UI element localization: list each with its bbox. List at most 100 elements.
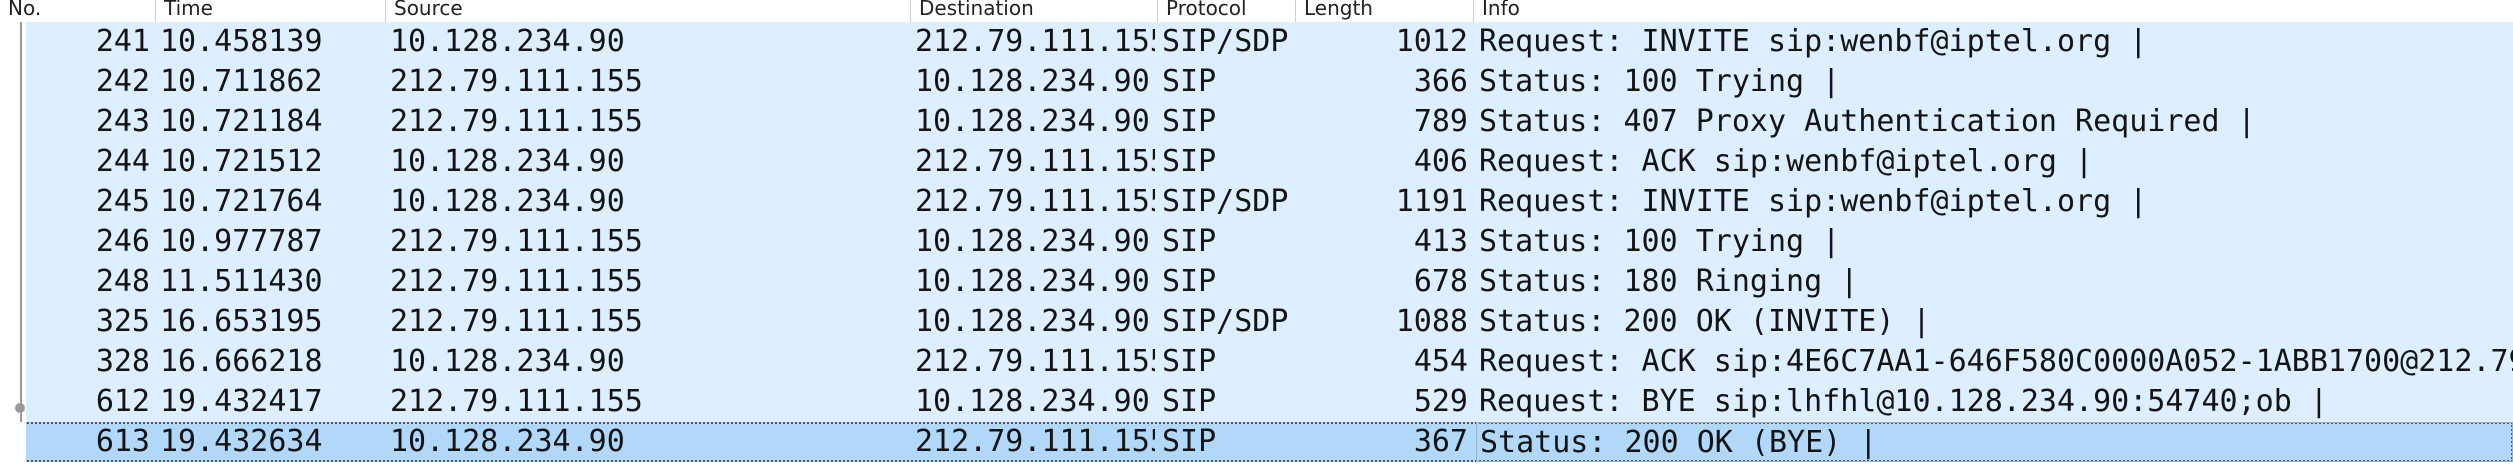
packet-time: 10.458139 (160, 24, 323, 59)
packet-source: 10.128.234.90 (390, 424, 625, 459)
packet-length: 1088 (1395, 304, 1468, 339)
packet-protocol: SIP (1162, 144, 1217, 179)
packet-protocol: SIP (1162, 424, 1217, 459)
packet-row[interactable]: 244 10.721512 10.128.234.90 212.79.111.1… (0, 142, 2513, 182)
packet-number: 248 (95, 264, 150, 299)
packet-destination: 212.79.111.155 (915, 344, 1155, 379)
packet-time: 16.653195 (160, 304, 323, 339)
packet-number: 613 (95, 424, 150, 459)
packet-number: 243 (95, 104, 150, 139)
packet-row[interactable]: 241 10.458139 10.128.234.90 212.79.111.1… (0, 22, 2513, 62)
packet-protocol: SIP/SDP (1162, 304, 1289, 339)
packet-source: 212.79.111.155 (390, 264, 643, 299)
packet-time: 10.977787 (160, 224, 323, 259)
column-header-source[interactable]: Source (385, 0, 910, 22)
column-header-time[interactable]: Time (155, 0, 385, 22)
packet-info: Status: 100 Trying | (1479, 64, 1841, 99)
packet-destination: 10.128.234.90 (915, 64, 1150, 99)
packet-info: Request: ACK sip:wenbf@iptel.org | (1479, 144, 2094, 179)
packet-number: 612 (95, 384, 150, 419)
packet-destination: 212.79.111.155 (915, 144, 1155, 179)
packet-number: 241 (95, 24, 150, 59)
packet-time: 16.666218 (160, 344, 323, 379)
related-packet-marker-icon (15, 403, 25, 413)
packet-length: 406 (1413, 144, 1468, 179)
packet-info: Status: 200 OK (BYE) | (1476, 422, 2513, 462)
packet-source: 212.79.111.155 (390, 64, 643, 99)
packet-time: 10.711862 (160, 64, 323, 99)
packet-row[interactable]: 246 10.977787 212.79.111.155 10.128.234.… (0, 222, 2513, 262)
packet-row-selected[interactable]: 613 19.432634 10.128.234.90 212.79.111.1… (0, 422, 2513, 462)
packet-number: 328 (95, 344, 150, 379)
packet-protocol: SIP (1162, 64, 1217, 99)
packet-list-header: No. Time Source Destination Protocol Len… (0, 0, 2513, 23)
packet-protocol: SIP (1162, 344, 1217, 379)
packet-length: 1012 (1395, 24, 1468, 59)
packet-time: 19.432634 (160, 424, 323, 459)
packet-row[interactable]: 245 10.721764 10.128.234.90 212.79.111.1… (0, 182, 2513, 222)
packet-length: 678 (1413, 264, 1468, 299)
packet-destination: 10.128.234.90 (915, 104, 1150, 139)
packet-info: Request: ACK sip:4E6C7AA1-646F580C0000A0… (1479, 344, 2513, 379)
packet-length: 413 (1413, 224, 1468, 259)
packet-row[interactable]: 242 10.711862 212.79.111.155 10.128.234.… (0, 62, 2513, 102)
packet-destination: 212.79.111.155 (915, 24, 1155, 59)
packet-info: Request: INVITE sip:wenbf@iptel.org | (1479, 184, 2148, 219)
conversation-line-icon (20, 22, 22, 422)
packet-protocol: SIP/SDP (1162, 24, 1289, 59)
packet-number: 245 (95, 184, 150, 219)
packet-length: 367 (1413, 424, 1468, 459)
packet-protocol: SIP (1162, 384, 1217, 419)
packet-destination: 10.128.234.90 (915, 264, 1150, 299)
column-header-destination[interactable]: Destination (910, 0, 1157, 22)
packet-length: 1191 (1395, 184, 1468, 219)
packet-info: Status: 180 Ringing | (1479, 264, 1859, 299)
packet-number: 244 (95, 144, 150, 179)
packet-length: 454 (1413, 344, 1468, 379)
packet-list: 241 10.458139 10.128.234.90 212.79.111.1… (0, 22, 2513, 462)
packet-destination: 10.128.234.90 (915, 384, 1150, 419)
packet-time: 19.432417 (160, 384, 323, 419)
packet-destination: 10.128.234.90 (915, 304, 1150, 339)
packet-row[interactable]: 248 11.511430 212.79.111.155 10.128.234.… (0, 262, 2513, 302)
packet-destination: 212.79.111.155 (915, 424, 1155, 459)
packet-length: 529 (1413, 384, 1468, 419)
packet-destination: 212.79.111.155 (915, 184, 1155, 219)
packet-time: 10.721764 (160, 184, 323, 219)
packet-source: 212.79.111.155 (390, 104, 643, 139)
packet-length: 789 (1413, 104, 1468, 139)
packet-source: 212.79.111.155 (390, 304, 643, 339)
packet-length: 366 (1413, 64, 1468, 99)
packet-row[interactable]: 328 16.666218 10.128.234.90 212.79.111.1… (0, 342, 2513, 382)
packet-number: 325 (95, 304, 150, 339)
column-header-protocol[interactable]: Protocol (1157, 0, 1295, 22)
packet-protocol: SIP (1162, 224, 1217, 259)
packet-protocol: SIP/SDP (1162, 184, 1289, 219)
packet-row[interactable]: 243 10.721184 212.79.111.155 10.128.234.… (0, 102, 2513, 142)
packet-source: 212.79.111.155 (390, 224, 643, 259)
packet-time: 11.511430 (160, 264, 323, 299)
packet-source: 10.128.234.90 (390, 24, 625, 59)
packet-protocol: SIP (1162, 104, 1217, 139)
packet-info: Status: 100 Trying | (1479, 224, 1841, 259)
packet-source: 212.79.111.155 (390, 384, 643, 419)
column-header-length[interactable]: Length (1295, 0, 1473, 22)
column-header-info[interactable]: Info (1473, 0, 2513, 22)
packet-row[interactable]: 325 16.653195 212.79.111.155 10.128.234.… (0, 302, 2513, 342)
packet-info: Status: 407 Proxy Authentication Require… (1479, 104, 2256, 139)
related-packets-gutter (0, 22, 26, 470)
packet-info: Status: 200 OK (INVITE) | (1479, 304, 1931, 339)
column-header-no[interactable]: No. (8, 0, 42, 20)
packet-destination: 10.128.234.90 (915, 224, 1150, 259)
packet-row[interactable]: 612 19.432417 212.79.111.155 10.128.234.… (0, 382, 2513, 422)
packet-number: 242 (95, 64, 150, 99)
packet-time: 10.721184 (160, 104, 323, 139)
packet-info: Request: INVITE sip:wenbf@iptel.org | (1479, 24, 2148, 59)
packet-source: 10.128.234.90 (390, 184, 625, 219)
packet-protocol: SIP (1162, 264, 1217, 299)
packet-time: 10.721512 (160, 144, 323, 179)
packet-info: Request: BYE sip:lhfhl@10.128.234.90:547… (1479, 384, 2328, 419)
packet-source: 10.128.234.90 (390, 144, 625, 179)
packet-source: 10.128.234.90 (390, 344, 625, 379)
packet-number: 246 (95, 224, 150, 259)
